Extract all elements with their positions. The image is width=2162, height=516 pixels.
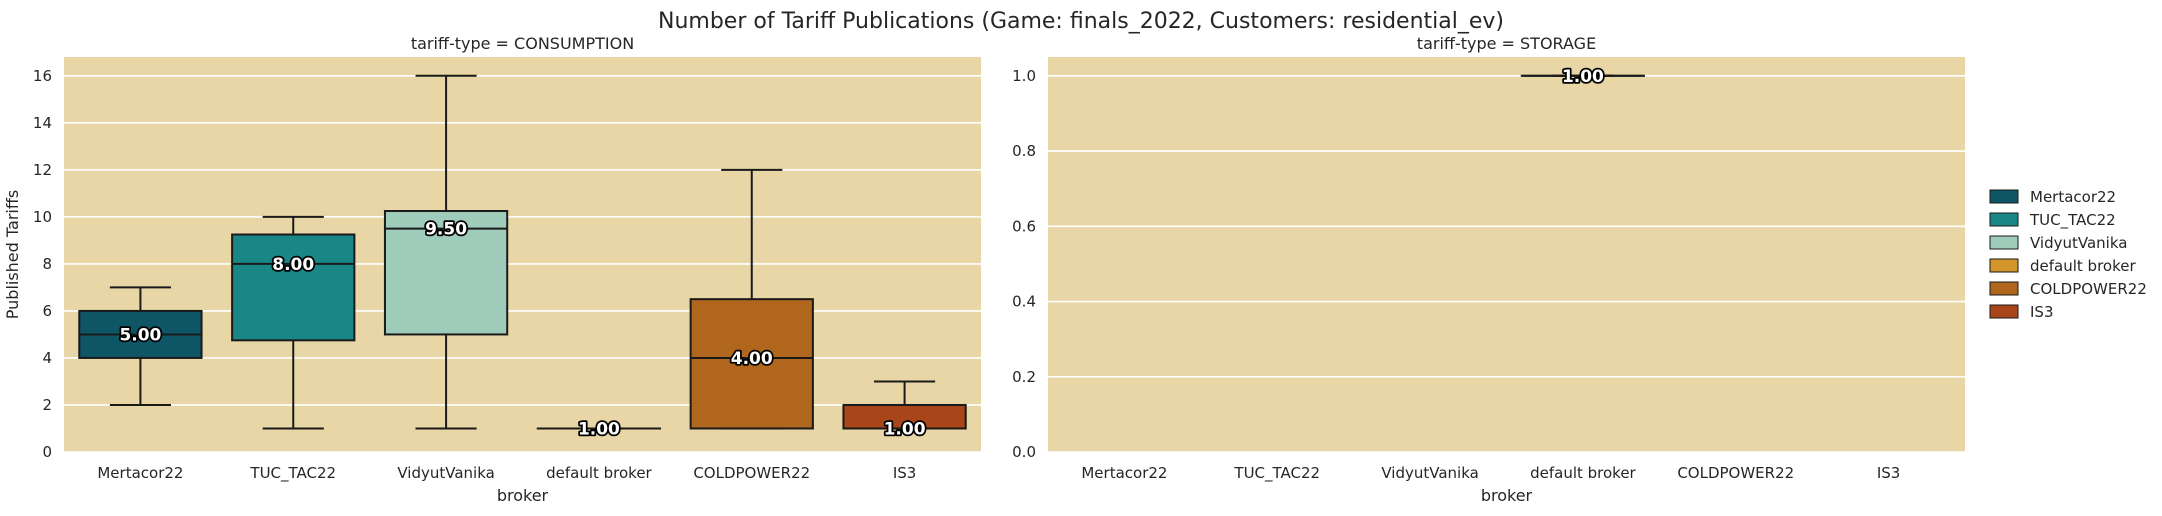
y-tick-label: 0.0 bbox=[1012, 443, 1036, 461]
x-tick-label: default broker bbox=[546, 464, 652, 482]
median-label: 1.00 bbox=[1562, 67, 1604, 87]
legend-swatch bbox=[1990, 213, 2018, 226]
y-tick-label: 14 bbox=[33, 114, 52, 132]
panel-title: tariff-type = STORAGE bbox=[1417, 34, 1596, 53]
x-tick-label: IS3 bbox=[1877, 464, 1901, 482]
y-tick-label: 10 bbox=[33, 208, 52, 226]
figure-title: Number of Tariff Publications (Game: fin… bbox=[658, 9, 1504, 34]
x-tick-label: Mertacor22 bbox=[97, 464, 183, 482]
median-label: 9.50 bbox=[425, 220, 467, 240]
x-tick-label: IS3 bbox=[893, 464, 917, 482]
y-tick-label: 12 bbox=[33, 161, 52, 179]
x-tick-label: COLDPOWER22 bbox=[1677, 464, 1794, 482]
legend-entry: VidyutVanika bbox=[2030, 234, 2127, 252]
x-tick-label: default broker bbox=[1530, 464, 1636, 482]
median-label: 5.00 bbox=[119, 325, 161, 345]
legend-entry: COLDPOWER22 bbox=[2030, 280, 2147, 298]
x-tick-label: Mertacor22 bbox=[1081, 464, 1167, 482]
y-tick-label: 4 bbox=[42, 349, 52, 367]
y-axis-label: Published Tariffs bbox=[3, 190, 22, 319]
median-label: 1.00 bbox=[884, 419, 926, 439]
legend-entry: TUC_TAC22 bbox=[2029, 211, 2116, 230]
y-tick-label: 2 bbox=[42, 396, 52, 414]
legend-entry: Mertacor22 bbox=[2030, 188, 2116, 206]
panel-title: tariff-type = CONSUMPTION bbox=[411, 34, 634, 53]
y-tick-label: 0.8 bbox=[1012, 142, 1036, 160]
legend-entry: default broker bbox=[2030, 257, 2136, 275]
y-tick-label: 0.6 bbox=[1012, 217, 1036, 235]
median-label: 8.00 bbox=[272, 255, 314, 275]
plot-area bbox=[1048, 57, 1965, 452]
legend-entry: IS3 bbox=[2030, 303, 2054, 321]
y-tick-label: 8 bbox=[42, 255, 52, 273]
y-tick-label: 0.4 bbox=[1012, 293, 1036, 311]
x-axis-label: broker bbox=[497, 486, 549, 505]
plot-area bbox=[64, 57, 981, 452]
x-tick-label: TUC_TAC22 bbox=[249, 464, 336, 483]
y-tick-label: 1.0 bbox=[1012, 67, 1036, 85]
x-tick-label: COLDPOWER22 bbox=[693, 464, 810, 482]
y-tick-label: 16 bbox=[33, 67, 52, 85]
median-label: 1.00 bbox=[578, 419, 620, 439]
median-label: 4.00 bbox=[731, 349, 773, 369]
legend-swatch bbox=[1990, 259, 2018, 272]
panel-2: 0.0 0.2 0.4 0.6 0.8 1.0 Mertacor22 TUC_TAC22 Vid… bbox=[1012, 34, 1965, 505]
y-tick-label: 0 bbox=[42, 443, 52, 461]
legend: Mertacor22 TUC_TAC22 VidyutVanika default b… bbox=[1990, 188, 2147, 321]
x-tick-label: TUC_TAC22 bbox=[1233, 464, 1320, 483]
panel-1: 0 2 4 6 8 10 12 14 16 Mertacor22 TUC_TAC22 VidyutVa… bbox=[3, 34, 981, 505]
legend-swatch bbox=[1990, 236, 2018, 249]
x-tick-label: VidyutVanika bbox=[397, 464, 494, 482]
box-body bbox=[232, 235, 354, 341]
y-tick-label: 6 bbox=[42, 302, 52, 320]
x-tick-label: VidyutVanika bbox=[1381, 464, 1478, 482]
legend-swatch bbox=[1990, 190, 2018, 203]
legend-swatch bbox=[1990, 282, 2018, 295]
y-tick-label: 0.2 bbox=[1012, 368, 1036, 386]
legend-swatch bbox=[1990, 305, 2018, 318]
x-axis-label: broker bbox=[1481, 486, 1533, 505]
